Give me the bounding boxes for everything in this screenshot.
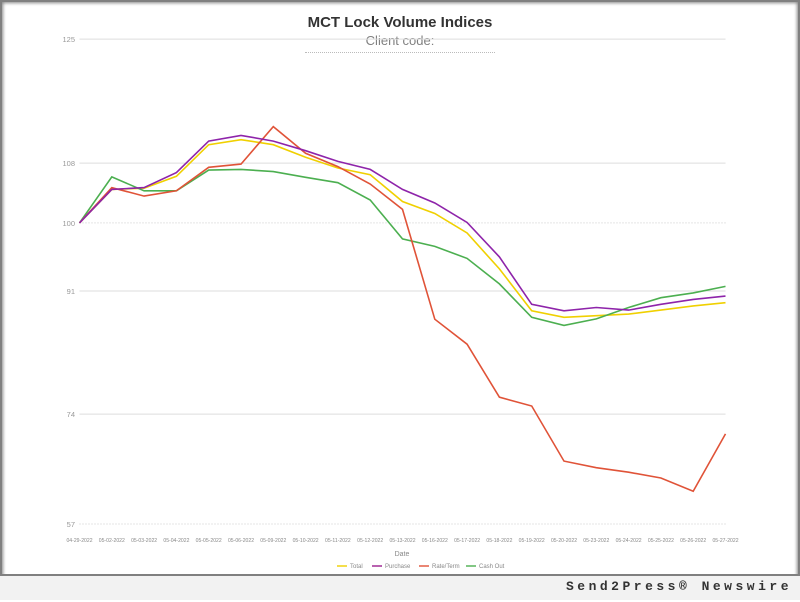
svg-text:05-18-2022: 05-18-2022 (486, 538, 512, 544)
svg-text:125: 125 (62, 35, 75, 44)
svg-text:91: 91 (67, 287, 75, 296)
svg-text:05-20-2022: 05-20-2022 (551, 538, 577, 544)
svg-text:05-03-2022: 05-03-2022 (131, 538, 157, 544)
svg-text:Cash Out: Cash Out (479, 564, 505, 570)
svg-text:05-17-2022: 05-17-2022 (454, 538, 480, 544)
svg-text:100: 100 (62, 219, 75, 228)
svg-text:05-26-2022: 05-26-2022 (680, 538, 706, 544)
svg-text:57: 57 (67, 520, 75, 529)
svg-text:05-02-2022: 05-02-2022 (99, 538, 125, 544)
svg-text:05-04-2022: 05-04-2022 (163, 538, 189, 544)
svg-text:05-12-2022: 05-12-2022 (357, 538, 383, 544)
svg-text:05-11-2022: 05-11-2022 (325, 538, 351, 544)
svg-text:05-24-2022: 05-24-2022 (616, 538, 642, 544)
svg-text:Purchase: Purchase (385, 564, 411, 570)
svg-text:Rate/Term: Rate/Term (432, 564, 460, 570)
svg-text:05-06-2022: 05-06-2022 (228, 538, 254, 544)
svg-text:05-09-2022: 05-09-2022 (260, 538, 286, 544)
svg-text:05-10-2022: 05-10-2022 (293, 538, 319, 544)
svg-text:05-19-2022: 05-19-2022 (519, 538, 545, 544)
svg-text:Date: Date (395, 551, 410, 558)
svg-text:05-25-2022: 05-25-2022 (648, 538, 674, 544)
svg-text:Total: Total (350, 564, 363, 570)
svg-text:05-13-2022: 05-13-2022 (389, 538, 415, 544)
svg-text:74: 74 (67, 410, 75, 419)
svg-text:05-05-2022: 05-05-2022 (196, 538, 222, 544)
svg-text:05-27-2022: 05-27-2022 (712, 538, 738, 544)
svg-text:05-16-2022: 05-16-2022 (422, 538, 448, 544)
svg-text:04-29-2022: 04-29-2022 (66, 538, 92, 544)
svg-text:05-23-2022: 05-23-2022 (583, 538, 609, 544)
svg-text:108: 108 (62, 159, 75, 168)
